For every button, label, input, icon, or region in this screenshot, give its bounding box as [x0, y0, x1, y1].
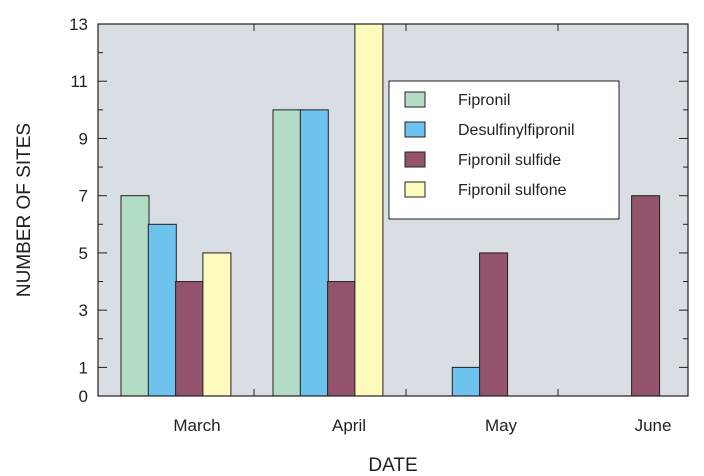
bar-fipronil-sulfide-march [175, 281, 205, 397]
bar-fipronil-sulfide-april [327, 281, 357, 397]
bar-desulfinylfipronil-march [147, 223, 177, 397]
legend-swatch-fipronil [404, 91, 426, 108]
y-tick-label-13: 13 [69, 15, 88, 34]
x-tick-label-april: April [332, 416, 366, 435]
bar-desulfinylfipronil-april [299, 109, 329, 397]
bar-fipronil-april [272, 109, 302, 397]
y-tick-label-11: 11 [70, 72, 88, 91]
legend-swatch-fipronil-sulfone [404, 181, 426, 198]
y-tick-label-3: 3 [79, 301, 88, 320]
bars-layer [120, 23, 661, 397]
y-axis-title: NUMBER OF SITES [14, 123, 35, 297]
x-tick-label-june: June [635, 416, 672, 435]
x-tick-label-march: March [173, 416, 220, 435]
bar-fipronil-sulfide-may [479, 252, 509, 397]
y-tick-label-9: 9 [79, 129, 88, 148]
legend-label-fipronil-sulfone: Fipronil sulfone [458, 182, 567, 199]
plot-frame [97, 23, 689, 397]
legend-label-fipronil-sulfide: Fipronil sulfide [458, 152, 561, 169]
x-tick-label-may: May [485, 416, 518, 435]
bar-fipronil-march [120, 195, 150, 397]
bar-fipronil-sulfone-march [202, 252, 232, 397]
legend-label-desulfinylfipronil: Desulfinylfipronil [458, 122, 575, 139]
legend: Fipronil Desulfinylfipronil Fipronil sulfi… [388, 80, 620, 220]
y-tick-label-7: 7 [79, 187, 88, 206]
y-tick-label-0: 0 [79, 387, 88, 406]
bar-desulfinylfipronil-may [451, 366, 481, 397]
legend-swatch-fipronil-sulfide [404, 151, 426, 168]
legend-swatch-desulfinylfipronil [404, 121, 426, 138]
bar-fipronil-sulfide-june [631, 195, 661, 397]
y-tick-label-5: 5 [79, 244, 88, 263]
y-tick-label-1: 1 [79, 358, 88, 377]
bar-fipronil-sulfone-april [354, 23, 384, 397]
legend-label-fipronil: Fipronil [458, 92, 510, 109]
x-axis-title: DATE [368, 455, 417, 476]
legend-box [388, 80, 620, 220]
